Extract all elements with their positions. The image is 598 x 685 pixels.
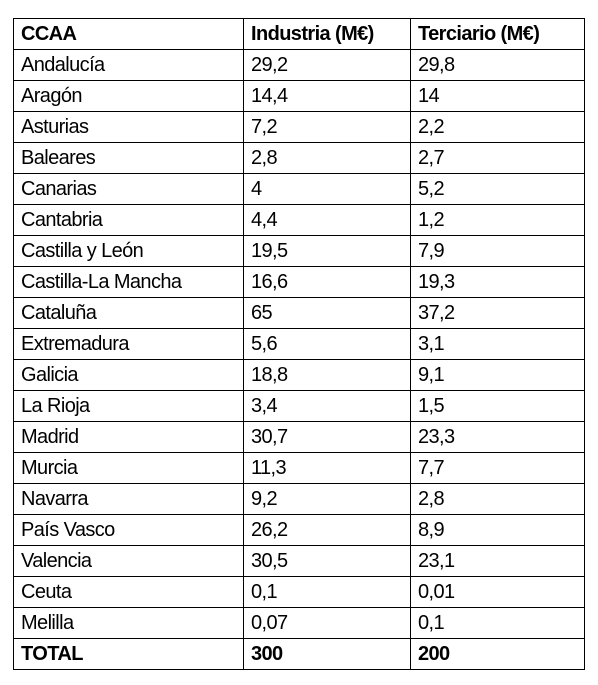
table-cell: 2,8 bbox=[243, 142, 411, 174]
table-row: Andalucía 29,2 29,8 bbox=[13, 49, 585, 81]
table-cell: 3,1 bbox=[410, 328, 585, 360]
table-cell: CCAA bbox=[13, 18, 244, 50]
table-row: Extremadura 5,6 3,1 bbox=[13, 328, 585, 360]
table-row: Aragón 14,4 14 bbox=[13, 80, 585, 112]
table-cell: Castilla y León bbox=[13, 235, 244, 267]
table-row: Murcia 11,3 7,7 bbox=[13, 452, 585, 484]
table-cell: 65 bbox=[243, 297, 411, 329]
table-row: Cantabria 4,4 1,2 bbox=[13, 204, 585, 236]
table-cell: 19,3 bbox=[410, 266, 585, 298]
table-cell: País Vasco bbox=[13, 514, 244, 546]
table-cell: 23,3 bbox=[410, 421, 585, 453]
table-cell: 4 bbox=[243, 173, 411, 205]
table-cell: 14 bbox=[410, 80, 585, 112]
table-cell: 200 bbox=[410, 638, 585, 670]
table-cell: 4,4 bbox=[243, 204, 411, 236]
table-cell: 29,8 bbox=[410, 49, 585, 81]
table-cell: Extremadura bbox=[13, 328, 244, 360]
table-cell: 1,2 bbox=[410, 204, 585, 236]
table-cell: 0,1 bbox=[410, 607, 585, 639]
table-cell: Navarra bbox=[13, 483, 244, 515]
header-row: CCAA Industria (M€) Terciario (M€) bbox=[13, 18, 585, 50]
table-cell: Canarias bbox=[13, 173, 244, 205]
table-cell: Andalucía bbox=[13, 49, 244, 81]
table-cell: Melilla bbox=[13, 607, 244, 639]
table-cell: 5,2 bbox=[410, 173, 585, 205]
table-row: Madrid 30,7 23,3 bbox=[13, 421, 585, 453]
table-row: Canarias 4 5,2 bbox=[13, 173, 585, 205]
table-cell: 2,8 bbox=[410, 483, 585, 515]
table-cell: 1,5 bbox=[410, 390, 585, 422]
table-row: Valencia 30,5 23,1 bbox=[13, 545, 585, 577]
table-row: Galicia 18,8 9,1 bbox=[13, 359, 585, 391]
table-cell: 5,6 bbox=[243, 328, 411, 360]
table-cell: 11,3 bbox=[243, 452, 411, 484]
table-row: Castilla-La Mancha 16,6 19,3 bbox=[13, 266, 585, 298]
table-cell: 300 bbox=[243, 638, 411, 670]
table-cell: Baleares bbox=[13, 142, 244, 174]
table-cell: 0,1 bbox=[243, 576, 411, 608]
table-cell: Cantabria bbox=[13, 204, 244, 236]
table-row: País Vasco 26,2 8,9 bbox=[13, 514, 585, 546]
table-cell: 9,2 bbox=[243, 483, 411, 515]
table-row: Asturias 7,2 2,2 bbox=[13, 111, 585, 143]
table-cell: 30,7 bbox=[243, 421, 411, 453]
table-cell: 7,9 bbox=[410, 235, 585, 267]
table-cell: 18,8 bbox=[243, 359, 411, 391]
table-row: Cataluña 65 37,2 bbox=[13, 297, 585, 329]
table-cell: Cataluña bbox=[13, 297, 244, 329]
table-cell: 3,4 bbox=[243, 390, 411, 422]
table-cell: 26,2 bbox=[243, 514, 411, 546]
table-cell: 0,07 bbox=[243, 607, 411, 639]
total-row: TOTAL 300 200 bbox=[13, 638, 585, 670]
table-cell: Castilla-La Mancha bbox=[13, 266, 244, 298]
data-table: CCAA Industria (M€) Terciario (M€) Andalucí… bbox=[13, 18, 585, 670]
table-cell: Valencia bbox=[13, 545, 244, 577]
table-cell: Asturias bbox=[13, 111, 244, 143]
table-cell: Murcia bbox=[13, 452, 244, 484]
table-cell: La Rioja bbox=[13, 390, 244, 422]
table-cell: TOTAL bbox=[13, 638, 244, 670]
table-cell: 2,7 bbox=[410, 142, 585, 174]
table-cell: 0,01 bbox=[410, 576, 585, 608]
table-row: Castilla y León 19,5 7,9 bbox=[13, 235, 585, 267]
table-row: La Rioja 3,4 1,5 bbox=[13, 390, 585, 422]
table-row: Melilla 0,07 0,1 bbox=[13, 607, 585, 639]
table-cell: Galicia bbox=[13, 359, 244, 391]
table-cell: Industria (M€) bbox=[243, 18, 411, 50]
table-cell: 29,2 bbox=[243, 49, 411, 81]
table-cell: 2,2 bbox=[410, 111, 585, 143]
table-cell: Ceuta bbox=[13, 576, 244, 608]
table-cell: 37,2 bbox=[410, 297, 585, 329]
table-cell: 7,2 bbox=[243, 111, 411, 143]
table-cell: 8,9 bbox=[410, 514, 585, 546]
table-cell: 9,1 bbox=[410, 359, 585, 391]
table-cell: Terciario (M€) bbox=[410, 18, 585, 50]
table-cell: 7,7 bbox=[410, 452, 585, 484]
table-cell: 16,6 bbox=[243, 266, 411, 298]
table-cell: 23,1 bbox=[410, 545, 585, 577]
table-cell: Madrid bbox=[13, 421, 244, 453]
table-row: Ceuta 0,1 0,01 bbox=[13, 576, 585, 608]
table-row: Navarra 9,2 2,8 bbox=[13, 483, 585, 515]
table-cell: Aragón bbox=[13, 80, 244, 112]
table-row: Baleares 2,8 2,7 bbox=[13, 142, 585, 174]
table-cell: 14,4 bbox=[243, 80, 411, 112]
table-cell: 30,5 bbox=[243, 545, 411, 577]
table-cell: 19,5 bbox=[243, 235, 411, 267]
